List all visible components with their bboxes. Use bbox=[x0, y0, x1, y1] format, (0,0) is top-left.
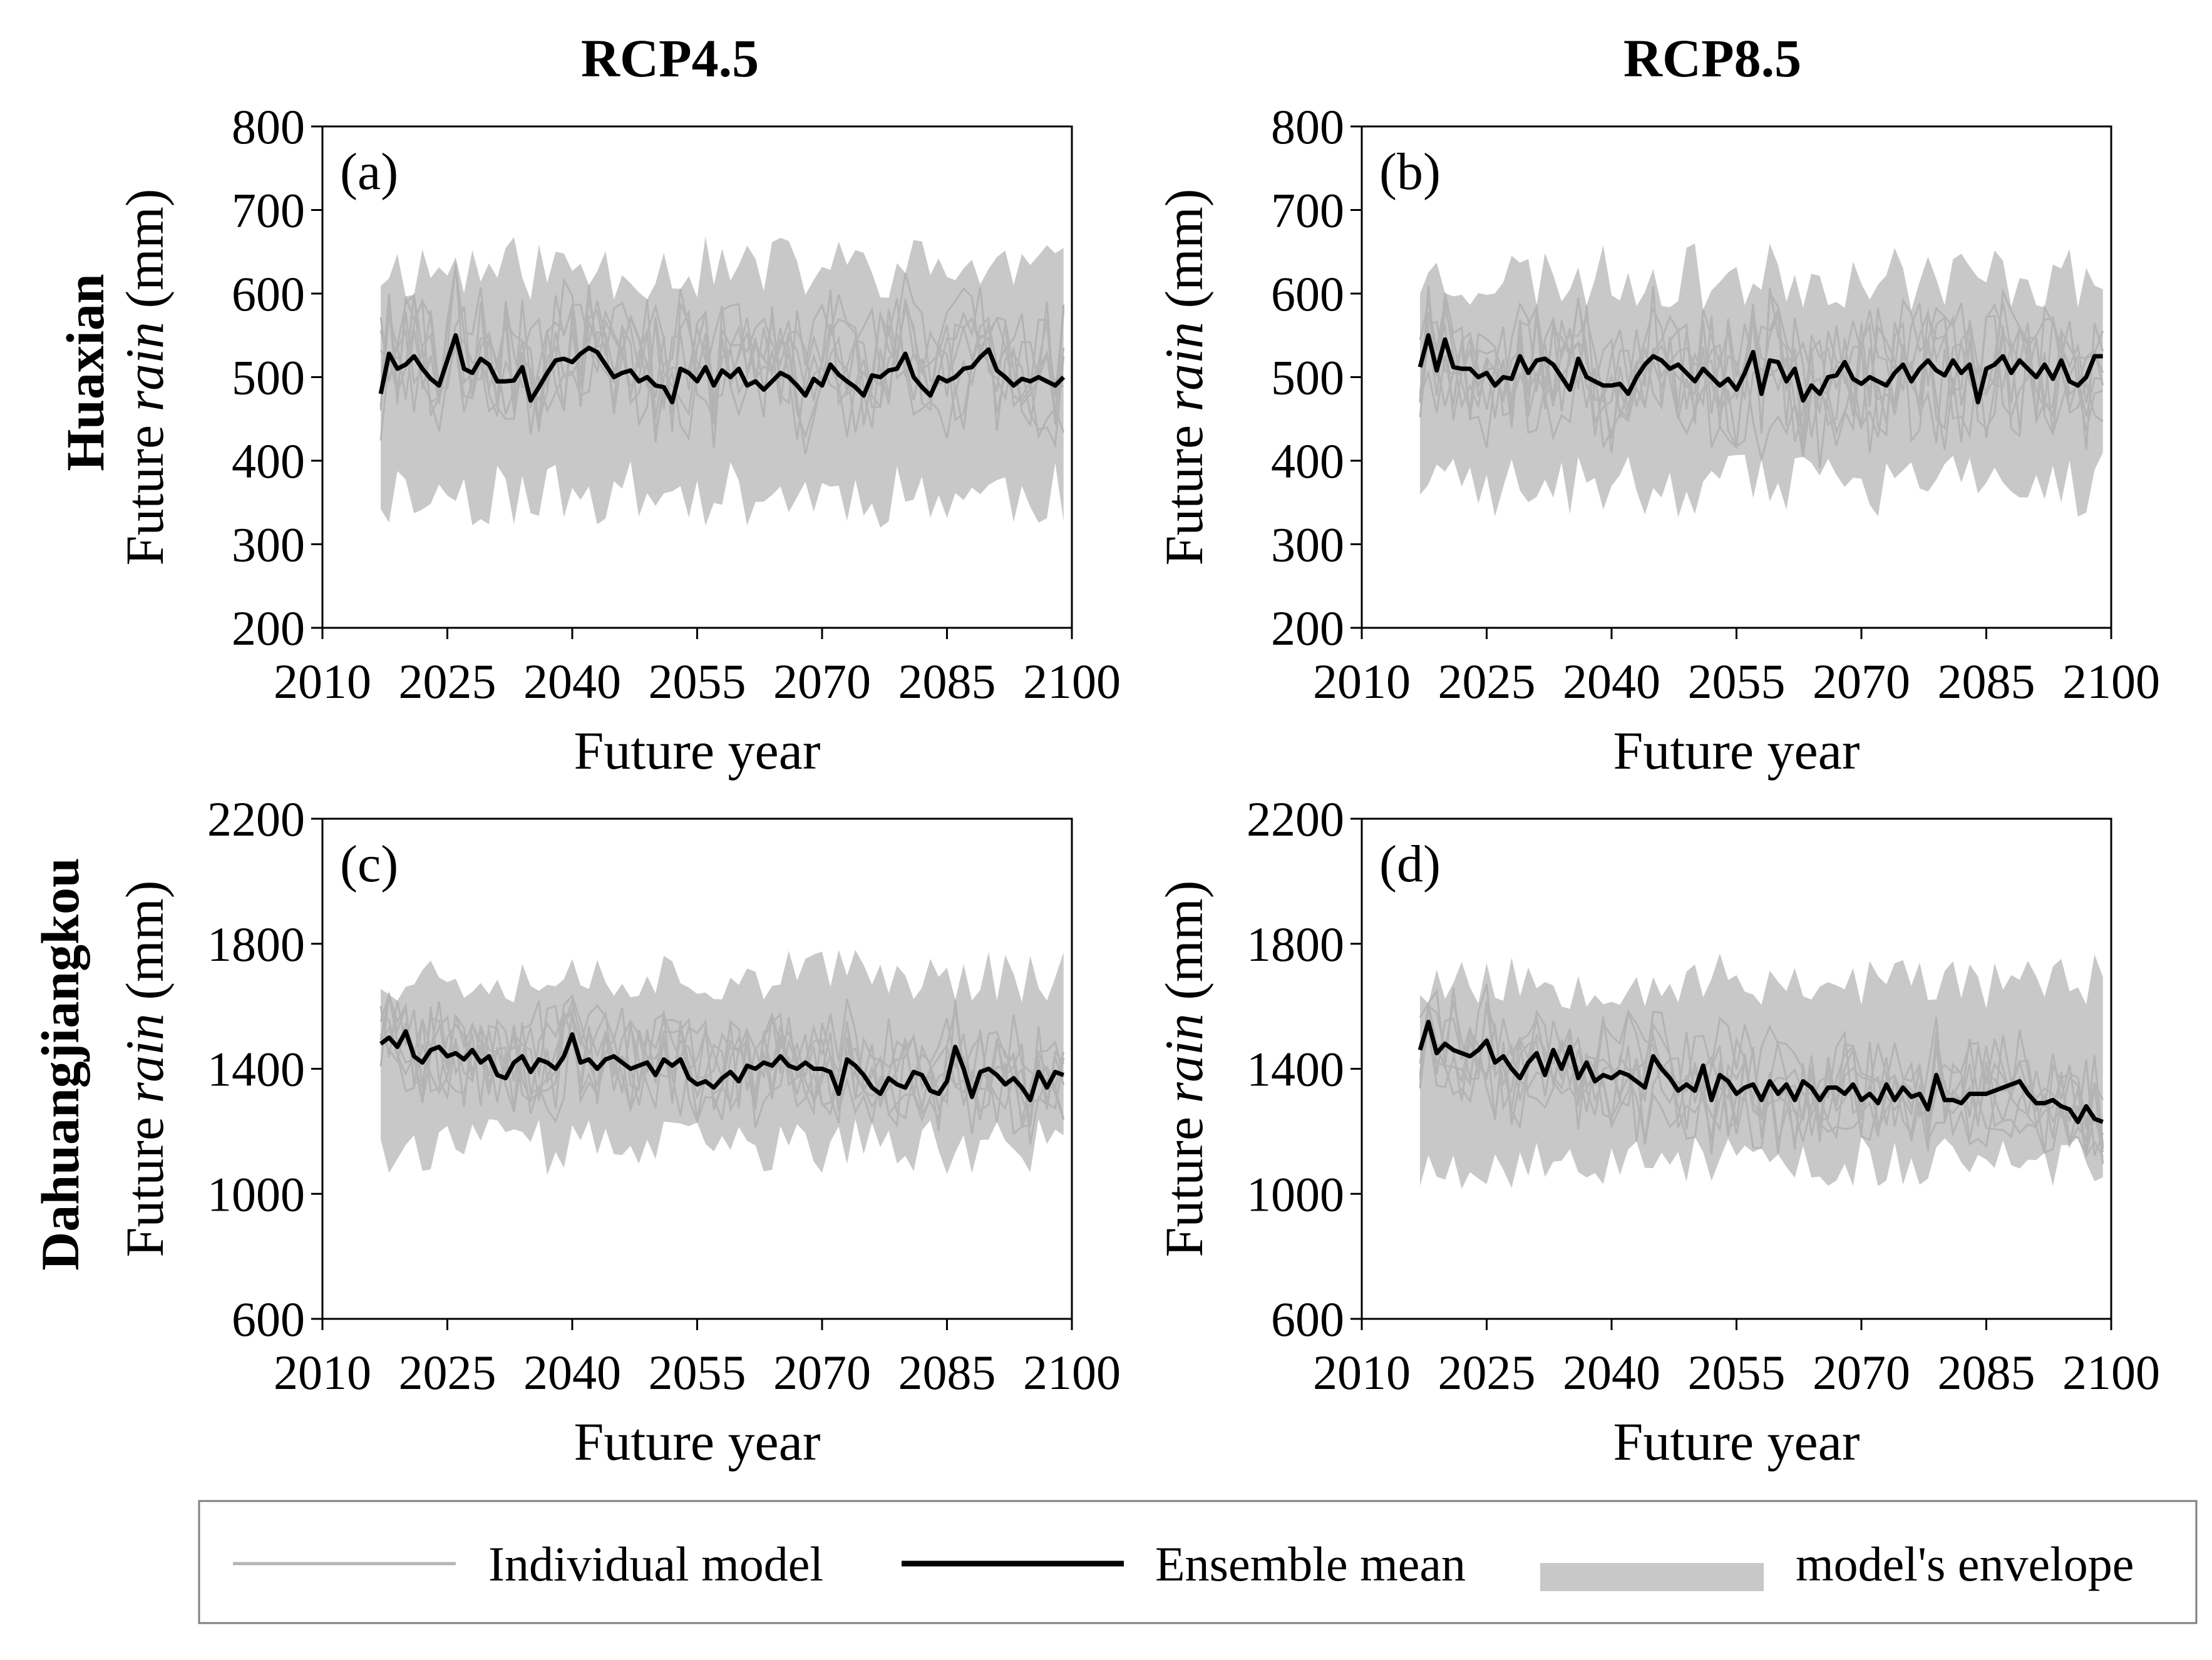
y-tick-label: 1000 bbox=[207, 1167, 305, 1221]
chart-panel-a: 2010 2025 2040 2055 2070 2085 2100 200 300 400 500… bbox=[115, 100, 1121, 781]
x-tick-label: 2085 bbox=[1938, 654, 2035, 709]
x-tick-label: 2070 bbox=[773, 654, 871, 709]
individual-model-line bbox=[1419, 987, 2104, 1145]
x-tick-label: 2100 bbox=[1023, 654, 1121, 709]
y-tick-label: 700 bbox=[1271, 183, 1344, 238]
x-axis-label: Future year bbox=[1613, 720, 1860, 781]
y-tick-label: 500 bbox=[232, 351, 305, 405]
individual-model-line bbox=[379, 299, 1065, 441]
x-tick-label: 2040 bbox=[1563, 1345, 1660, 1400]
y-tick-label: 1400 bbox=[1247, 1042, 1344, 1097]
individual-model-line bbox=[379, 285, 1064, 428]
y-tick-label: 600 bbox=[1271, 267, 1344, 321]
ensemble-mean-line bbox=[379, 1029, 1064, 1102]
individual-model-line bbox=[1419, 286, 2104, 441]
x-tick-label: 2040 bbox=[523, 1345, 621, 1400]
individual-model-line bbox=[379, 1007, 1065, 1134]
x-tick-label: 2100 bbox=[2062, 1345, 2160, 1400]
row-title-huaxian: Huaxian bbox=[55, 274, 115, 471]
y-tick-label: 600 bbox=[1271, 1292, 1344, 1346]
x-tick-label: 2025 bbox=[399, 654, 496, 709]
individual-model-line bbox=[1419, 311, 2104, 460]
y-tick-label: 600 bbox=[232, 1292, 305, 1346]
individual-model-line bbox=[1419, 1020, 2104, 1157]
x-tick-label: 2085 bbox=[898, 1345, 996, 1400]
x-axis-label: Future year bbox=[1613, 1412, 1860, 1472]
y-tick-label: 400 bbox=[1271, 434, 1344, 488]
individual-model-line bbox=[1419, 285, 2104, 446]
panel-label: (d) bbox=[1379, 835, 1441, 893]
x-tick-label: 2040 bbox=[1563, 654, 1660, 709]
legend-individual-label: Individual model bbox=[488, 1537, 823, 1591]
y-tick-label: 2200 bbox=[207, 792, 305, 846]
model-envelope bbox=[381, 236, 1064, 528]
column-title-rcp45: RCP4.5 bbox=[581, 28, 759, 88]
y-tick-label: 200 bbox=[1271, 601, 1344, 655]
x-tick-label: 2055 bbox=[649, 654, 746, 709]
y-tick-label: 400 bbox=[232, 434, 305, 488]
y-tick-label: 1000 bbox=[1247, 1167, 1344, 1221]
y-axis-label: Future rain (mm) bbox=[1154, 189, 1214, 566]
ensemble-mean-line bbox=[1417, 333, 2103, 404]
y-axis-label: Future rain (mm) bbox=[1154, 881, 1214, 1258]
y-tick-label: 500 bbox=[1271, 351, 1344, 405]
x-tick-label: 2070 bbox=[1813, 1345, 1910, 1400]
y-tick-label: 300 bbox=[1271, 518, 1344, 572]
y-tick-label: 2200 bbox=[1247, 792, 1344, 846]
y-tick-label: 800 bbox=[232, 100, 305, 154]
x-axis-label: Future year bbox=[574, 720, 820, 781]
individual-model-line bbox=[1419, 300, 2104, 469]
y-tick-label: 800 bbox=[1271, 100, 1344, 154]
x-tick-label: 2055 bbox=[649, 1345, 746, 1400]
x-tick-label: 2070 bbox=[1813, 654, 1910, 709]
y-axis-label: Future rain (mm) bbox=[115, 881, 175, 1258]
chart-panel-b: 2010 2025 2040 2055 2070 2085 2100 200 300 400 500… bbox=[1154, 100, 2160, 781]
x-axis-label: Future year bbox=[574, 1412, 820, 1472]
x-tick-label: 2085 bbox=[898, 654, 996, 709]
legend-mean-label: Ensemble mean bbox=[1155, 1537, 1466, 1591]
x-tick-label: 2040 bbox=[523, 654, 621, 709]
y-tick-label: 300 bbox=[232, 518, 305, 572]
x-tick-label: 2010 bbox=[1313, 1345, 1411, 1400]
legend: Individual model Ensemble mean model's e… bbox=[198, 1500, 2198, 1624]
row-title-dahuangjiangkou: Dahuangjiangkou bbox=[30, 858, 90, 1271]
legend-envelope-swatch bbox=[1540, 1563, 1764, 1591]
legend-envelope-label: model's envelope bbox=[1796, 1537, 2134, 1591]
ensemble-mean-line bbox=[1417, 1020, 2104, 1124]
legend-box bbox=[198, 1500, 2198, 1624]
y-tick-label: 1400 bbox=[207, 1042, 305, 1097]
x-tick-label: 2085 bbox=[1938, 1345, 2035, 1400]
x-tick-label: 2025 bbox=[1438, 654, 1536, 709]
x-tick-label: 2010 bbox=[1313, 654, 1411, 709]
panel-label: (c) bbox=[340, 835, 398, 893]
x-tick-label: 2055 bbox=[1688, 1345, 1786, 1400]
x-tick-label: 2025 bbox=[1438, 1345, 1536, 1400]
panel-label: (b) bbox=[1379, 143, 1441, 201]
panel-label: (a) bbox=[340, 143, 398, 201]
y-tick-label: 1800 bbox=[1247, 917, 1344, 971]
x-tick-label: 2055 bbox=[1688, 654, 1786, 709]
y-tick-label: 1800 bbox=[207, 917, 305, 971]
x-tick-label: 2010 bbox=[274, 1345, 371, 1400]
x-tick-label: 2025 bbox=[399, 1345, 496, 1400]
chart-panel-c: 2010 2025 2040 2055 2070 2085 2100 600 1000 1400 1… bbox=[115, 792, 1121, 1472]
x-tick-label: 2100 bbox=[2062, 654, 2160, 709]
chart-panel-d: 2010 2025 2040 2055 2070 2085 2100 600 1000 1400 1… bbox=[1154, 792, 2160, 1472]
y-tick-label: 600 bbox=[232, 267, 305, 321]
y-tick-label: 700 bbox=[232, 183, 305, 238]
y-tick-label: 200 bbox=[232, 601, 305, 655]
ensemble-mean-line bbox=[378, 333, 1066, 404]
y-axis-label: Future rain (mm) bbox=[115, 189, 175, 566]
x-tick-label: 2070 bbox=[773, 1345, 871, 1400]
individual-model-line bbox=[1419, 1003, 2104, 1159]
column-title-rcp85: RCP8.5 bbox=[1623, 28, 1801, 88]
x-tick-label: 2010 bbox=[274, 654, 371, 709]
x-tick-label: 2100 bbox=[1023, 1345, 1121, 1400]
